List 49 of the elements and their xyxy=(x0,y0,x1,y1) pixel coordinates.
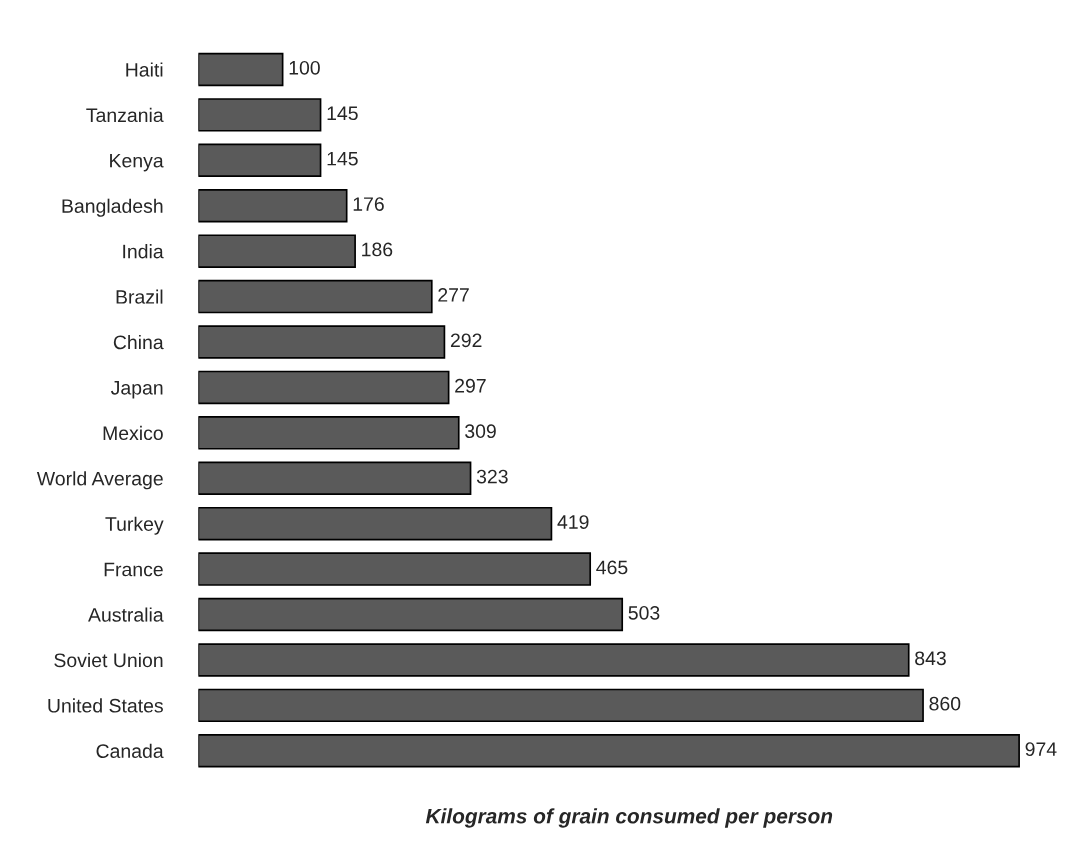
y-tick-label: India xyxy=(123,244,164,259)
data-label: 503 xyxy=(628,605,660,620)
x-axis-title: Kilograms of grain consumed per person xyxy=(425,808,833,828)
y-tick-label: Mexico xyxy=(103,425,163,441)
data-label: 309 xyxy=(465,424,496,439)
y-tick-label: China xyxy=(113,334,164,350)
data-label: 974 xyxy=(1025,742,1057,757)
bar xyxy=(198,734,1020,768)
bar xyxy=(198,461,472,495)
y-tick-label: Canada xyxy=(96,743,164,759)
y-tick-label: Japan xyxy=(110,381,163,399)
data-label: 292 xyxy=(450,333,482,348)
data-label: 297 xyxy=(455,378,486,393)
y-tick-label: Tanzania xyxy=(86,107,164,123)
data-label: 176 xyxy=(353,197,384,211)
bar xyxy=(198,370,450,405)
bar xyxy=(198,416,460,450)
data-label: 419 xyxy=(557,515,589,529)
bar xyxy=(198,552,592,586)
y-tick-label: Australia xyxy=(88,607,164,622)
bar xyxy=(198,506,553,541)
y-tick-label: Turkey xyxy=(105,516,164,535)
bar xyxy=(198,643,910,677)
bar xyxy=(198,688,924,723)
bar xyxy=(198,279,433,314)
bar xyxy=(198,234,356,268)
data-label: 323 xyxy=(476,469,508,484)
y-tick-label: Soviet Union xyxy=(54,652,163,668)
bar xyxy=(198,143,322,178)
data-label: 843 xyxy=(915,651,946,666)
bar xyxy=(198,188,348,223)
bar xyxy=(198,325,446,359)
y-tick-label: Haiti xyxy=(126,62,163,77)
y-tick-label: World Average xyxy=(36,471,163,490)
y-tick-label: United States xyxy=(48,698,163,713)
data-label: 277 xyxy=(438,288,469,302)
y-tick-label: Kenya xyxy=(110,153,164,172)
data-label: 860 xyxy=(929,696,961,711)
data-label: 465 xyxy=(596,560,628,575)
y-tick-label: France xyxy=(104,562,163,577)
y-tick-label: Brazil xyxy=(116,289,163,304)
bar xyxy=(198,52,284,87)
data-label: 145 xyxy=(327,106,358,121)
bar xyxy=(198,98,322,132)
y-tick-label: Bangladesh xyxy=(62,198,163,217)
data-label: 145 xyxy=(327,151,358,166)
bar xyxy=(198,597,624,632)
data-label: 100 xyxy=(289,60,320,75)
data-label: 186 xyxy=(362,242,393,257)
